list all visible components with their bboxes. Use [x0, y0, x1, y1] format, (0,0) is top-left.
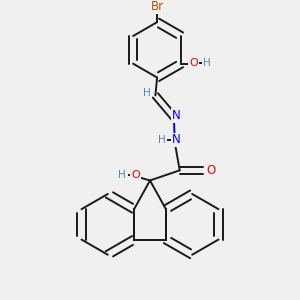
Text: N: N: [172, 134, 181, 146]
Text: Br: Br: [151, 1, 164, 13]
Text: O: O: [131, 170, 140, 180]
Text: H: H: [158, 135, 166, 145]
Text: H: H: [203, 58, 211, 68]
Text: H: H: [118, 170, 126, 180]
Text: O: O: [206, 164, 215, 177]
Text: N: N: [172, 109, 181, 122]
Text: O: O: [189, 58, 198, 68]
Text: H: H: [143, 88, 151, 98]
